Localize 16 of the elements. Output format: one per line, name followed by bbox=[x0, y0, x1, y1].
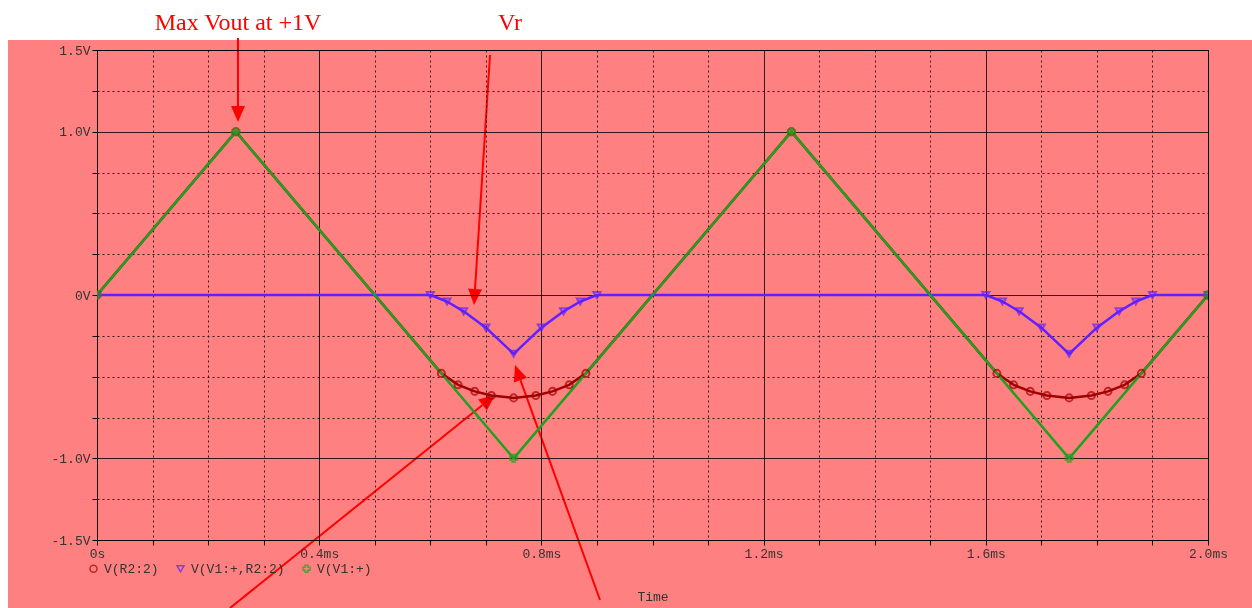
y-tick-label: -1.5V bbox=[51, 533, 91, 549]
text: Vr bbox=[498, 9, 522, 35]
x-axis-title: Time bbox=[637, 589, 669, 605]
x-tick-label: 0.8ms bbox=[522, 546, 562, 562]
text: Max Vout at +1V bbox=[154, 9, 322, 35]
x-tick-label: 1.2ms bbox=[744, 546, 784, 562]
x-tick-label: 1.6ms bbox=[966, 546, 1006, 562]
y-tick-label: 1.0V bbox=[59, 125, 91, 141]
legend-label: V(V1:+) bbox=[317, 561, 372, 577]
legend-label: V(R2:2) bbox=[104, 561, 159, 577]
x-tick-label: 2.0ms bbox=[1188, 546, 1229, 562]
x-tick-label: 0.4ms bbox=[300, 546, 340, 562]
y-tick-label: 0V bbox=[74, 288, 91, 304]
y-tick-label: -1.0V bbox=[51, 451, 91, 467]
y-tick-label: 1.5V bbox=[59, 43, 91, 59]
x-tick-label: 0s bbox=[89, 546, 106, 562]
